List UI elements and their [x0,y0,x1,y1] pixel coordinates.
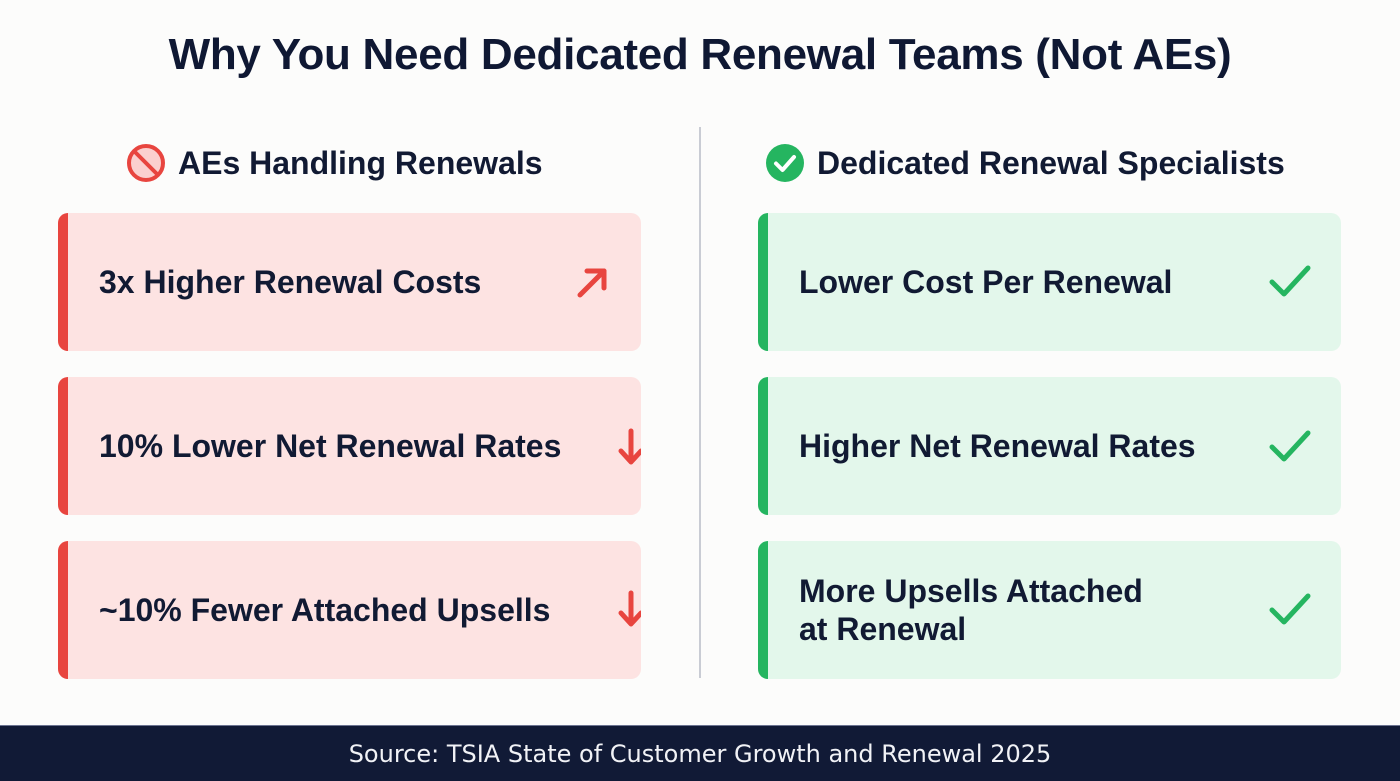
positive-card: Higher Net Renewal Rates [758,377,1341,515]
right-column-header: Dedicated Renewal Specialists [765,140,1285,186]
checkmark-icon [1268,428,1312,464]
card-accent-bar [758,541,768,679]
checkmark-icon [1268,591,1312,627]
page-title: Why You Need Dedicated Renewal Teams (No… [168,30,1232,79]
right-column-title: Dedicated Renewal Specialists [817,144,1285,181]
checkmark-icon [1268,263,1312,299]
card-accent-bar [758,377,768,515]
card-label: 3x Higher Renewal Costs [99,264,482,300]
arrow-up-right-icon [574,263,612,301]
card-label: Higher Net Renewal Rates [799,428,1196,464]
negative-card: 10% Lower Net Renewal Rates [58,377,641,515]
card-label: ~10% Fewer Attached Upsells [99,592,551,628]
arrow-down-icon [616,427,641,467]
left-column-header: AEs Handling Renewals [126,140,543,186]
card-label: Lower Cost Per Renewal [799,264,1173,300]
positive-card: More Upsells Attached at Renewal [758,541,1341,679]
card-label: 10% Lower Net Renewal Rates [99,428,562,464]
card-accent-bar [758,213,768,351]
negative-card: ~10% Fewer Attached Upsells [58,541,641,679]
arrow-down-icon [616,589,641,629]
card-accent-bar [58,541,68,679]
card-label: More Upsells Attached at Renewal [799,573,1143,647]
check-circle-icon [765,143,805,183]
positive-card: Lower Cost Per Renewal [758,213,1341,351]
card-accent-bar [58,377,68,515]
card-accent-bar [58,213,68,351]
column-divider [699,127,701,678]
left-column-title: AEs Handling Renewals [178,144,543,181]
source-citation: Source: TSIA State of Customer Growth an… [348,739,1052,768]
prohibited-icon [126,143,166,183]
negative-card: 3x Higher Renewal Costs [58,213,641,351]
source-footer: Source: TSIA State of Customer Growth an… [0,725,1400,781]
